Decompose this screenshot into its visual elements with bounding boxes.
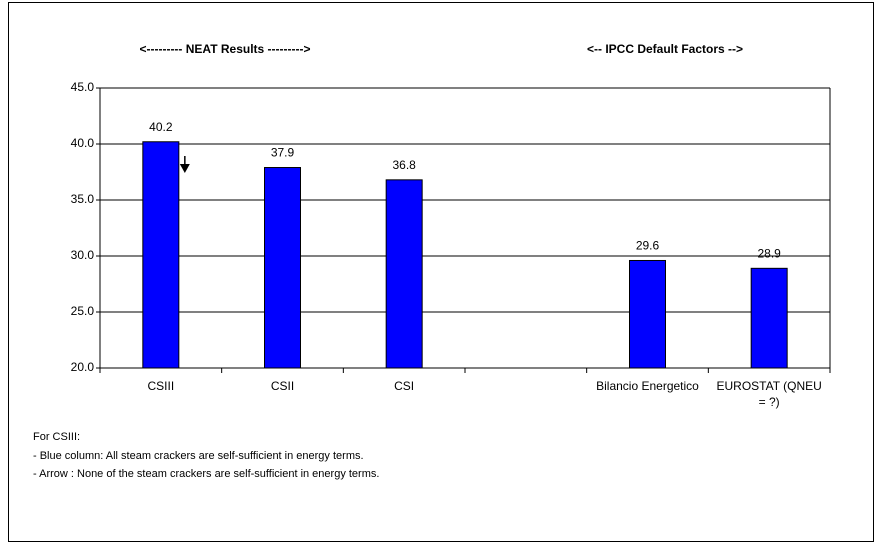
- annotation: <-- IPCC Default Factors -->: [587, 42, 743, 56]
- note: - Arrow : None of the steam crackers are…: [33, 468, 379, 480]
- x-tick-label: CSII: [270, 379, 295, 393]
- x-tick-label: CSIII: [147, 379, 175, 393]
- value-label: 37.9: [271, 146, 295, 160]
- bar: [264, 167, 301, 369]
- y-tick-label: 25.0: [71, 304, 95, 318]
- x-tick-label: CSI: [394, 379, 415, 393]
- y-tick-label: 35.0: [71, 192, 95, 206]
- bar: [142, 141, 180, 369]
- x-tick-label: EUROSTAT (QNEU = ?): [716, 379, 822, 409]
- value-label: 29.6: [636, 239, 660, 253]
- y-tick-label: 40.0: [71, 136, 95, 150]
- bar: [629, 259, 666, 369]
- y-tick-label: 20.0: [71, 360, 95, 374]
- value-label: 40.2: [149, 120, 173, 134]
- annotation: <--------- NEAT Results --------->: [139, 42, 310, 56]
- arrow-head: [179, 164, 190, 173]
- bar: [385, 179, 423, 369]
- value-label: 28.9: [757, 246, 781, 260]
- note: For CSIII:: [33, 431, 80, 443]
- note: - Blue column: All steam crackers are se…: [33, 450, 364, 462]
- y-tick-label: 45.0: [71, 80, 95, 94]
- bar: [750, 267, 788, 369]
- x-tick-label: Bilancio Energetico: [596, 379, 699, 393]
- y-tick-label: 30.0: [71, 248, 95, 262]
- value-label: 36.8: [392, 158, 416, 172]
